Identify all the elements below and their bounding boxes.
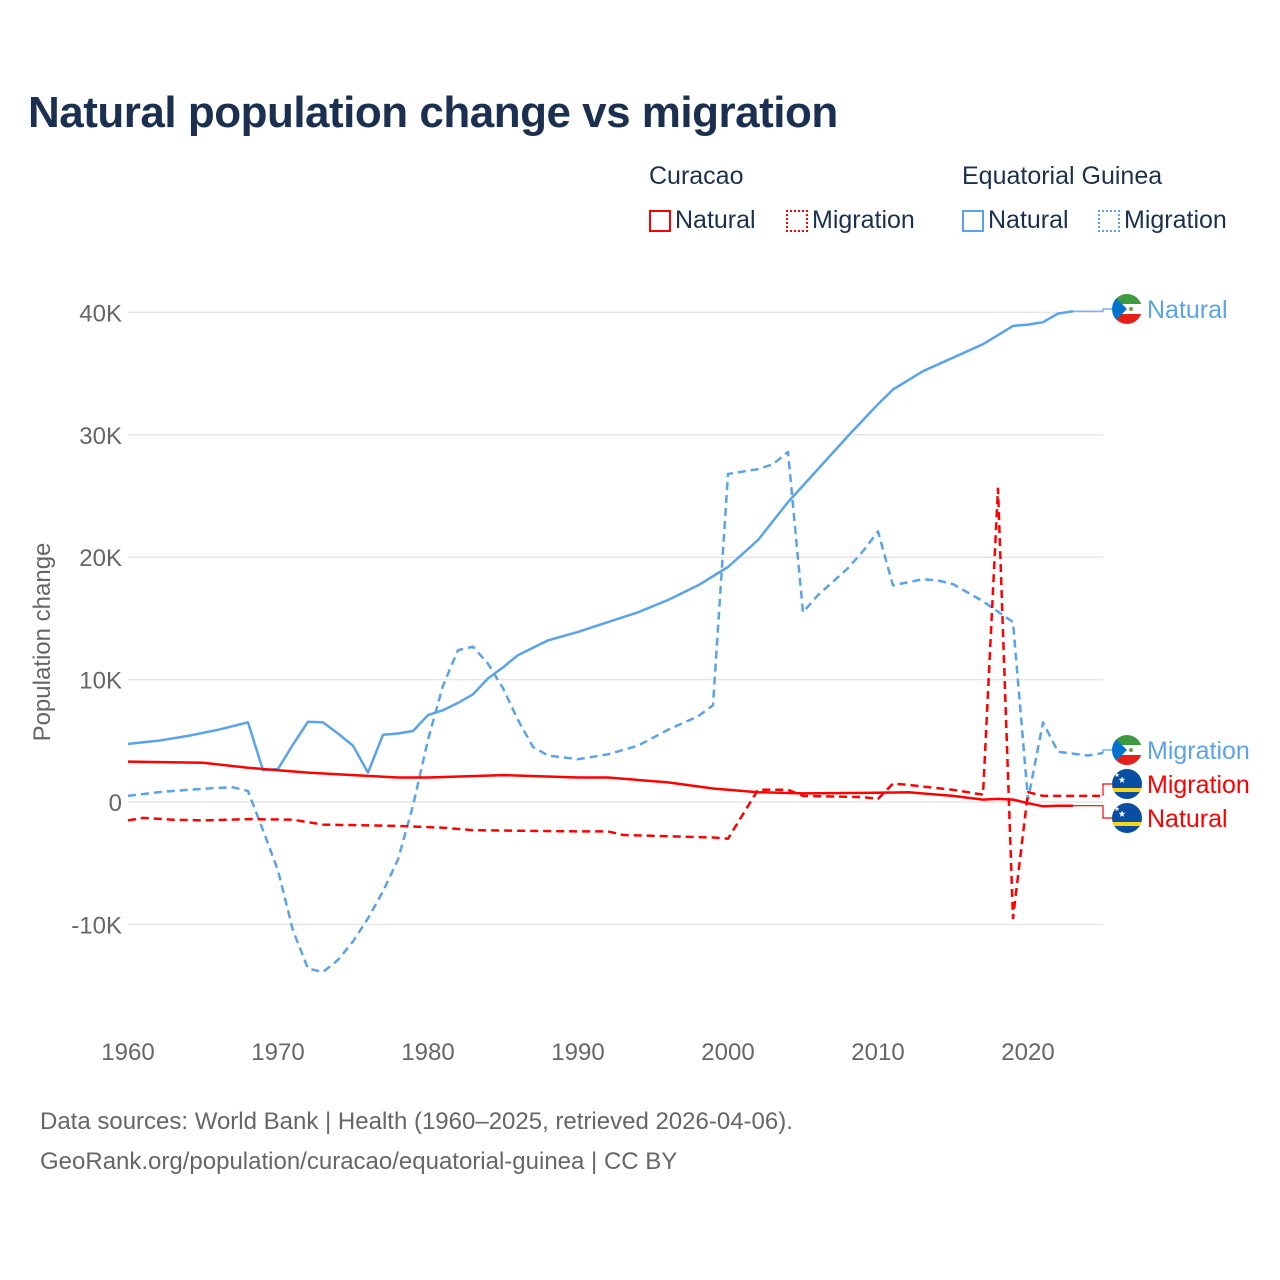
legend-swatch-solid [649, 209, 671, 232]
chart-title: Natural population change vs migration [28, 88, 838, 137]
legend-swatch-dotted [1098, 209, 1120, 232]
legend-label: Migration [1124, 206, 1227, 234]
y-tick-label: 40K [79, 300, 122, 327]
y-tick-label: 10K [79, 668, 122, 695]
x-tick-label: 2010 [851, 1039, 904, 1066]
label-connector [1073, 805, 1112, 819]
curacao-flag-icon [1112, 803, 1142, 833]
star-icon [1114, 772, 1120, 778]
x-tick-label: 2000 [701, 1039, 754, 1066]
end-label: Natural [1147, 805, 1228, 833]
equatorial-guinea-flag-icon [1112, 294, 1142, 324]
footer-link[interactable]: GeoRank.org/population/curacao/equatoria… [40, 1148, 678, 1175]
legend-label: Natural [675, 206, 756, 234]
end-label: Migration [1147, 737, 1250, 765]
label-connector [1102, 783, 1112, 796]
end-label: Migration [1147, 771, 1250, 799]
x-tick-label: 2020 [1001, 1039, 1054, 1066]
x-tick-label: 1980 [401, 1039, 454, 1066]
legend-label: Natural [988, 206, 1069, 234]
legend-group-curacao: Curacao [649, 162, 744, 190]
legend-eg-migration[interactable]: Migration [1098, 206, 1227, 235]
x-tick-label: 1970 [251, 1039, 304, 1066]
label-connector [1073, 308, 1112, 312]
series-line-curacao-natural[interactable] [127, 760, 1073, 808]
label-connector [1102, 749, 1112, 754]
y-tick-label: 30K [79, 423, 122, 450]
x-tick-label: 1990 [551, 1039, 604, 1066]
legend-swatch-solid [962, 209, 984, 232]
footer-sources: Data sources: World Bank | Health (1960–… [40, 1108, 793, 1135]
legend-group-equatorial-guinea: Equatorial Guinea [962, 162, 1163, 190]
equatorial-guinea-flag-icon [1112, 735, 1142, 765]
end-label: Natural [1147, 296, 1228, 324]
series-line-equatorial-guinea-migration[interactable] [127, 450, 1104, 974]
series-line-equatorial-guinea-natural[interactable] [127, 309, 1074, 774]
y-axis-label: Population change [29, 543, 56, 742]
series-line-curacao-migration[interactable] [127, 487, 1103, 920]
star-icon [1118, 776, 1126, 783]
legend-curacao-migration[interactable]: Migration [786, 206, 915, 235]
legend-swatch-dotted [786, 209, 808, 232]
y-tick-label: 20K [79, 545, 122, 572]
y-tick-label: -10K [71, 912, 122, 939]
legend-eg-natural[interactable]: Natural [962, 206, 1069, 235]
star-icon [1114, 806, 1120, 812]
legend-label: Migration [812, 206, 915, 234]
curacao-flag-icon [1112, 769, 1142, 799]
legend-curacao-natural[interactable]: Natural [649, 206, 756, 235]
star-icon [1118, 810, 1126, 817]
y-tick-label: 0 [109, 790, 122, 817]
x-tick-label: 1960 [101, 1039, 154, 1066]
